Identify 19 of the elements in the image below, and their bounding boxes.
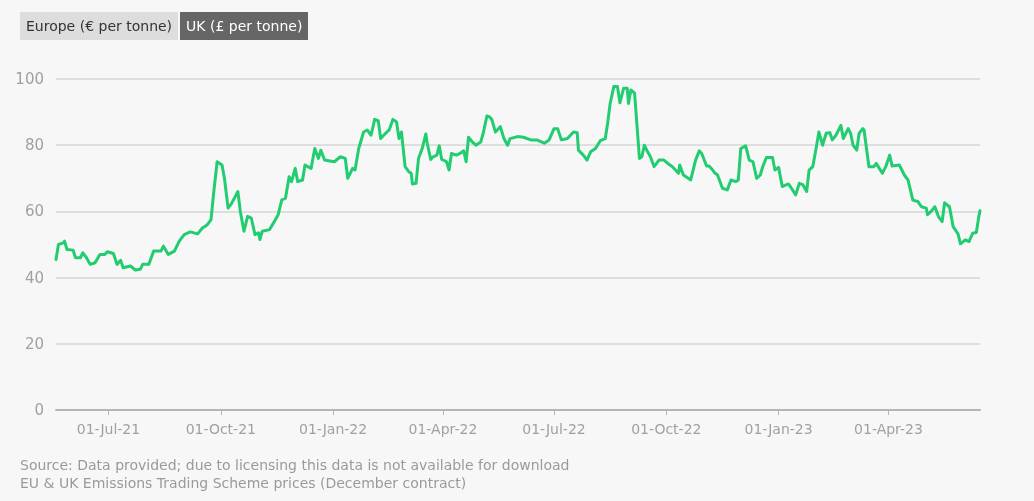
tab-button[interactable]: Europe (€ per tonne) (20, 12, 179, 40)
x-tick-label: 01-Apr-22 (408, 421, 478, 437)
y-tick-label: 40 (24, 268, 44, 287)
line-series (54, 85, 982, 272)
y-tick-label: 100 (15, 70, 44, 88)
x-tick-label: 01-Apr-23 (854, 421, 923, 437)
x-tick-label: 01-Jul-21 (76, 421, 141, 437)
y-tick-label: 60 (24, 202, 44, 221)
x-tick-label: 01-Oct-21 (185, 421, 256, 437)
source-note: Source: Data provided; due to licensing this data is not available for download (20, 456, 570, 474)
y-tick-label: 0 (34, 401, 44, 419)
tab-button[interactable]: UK (£ per tonne) (180, 12, 309, 40)
x-tick-label: 01-Jan-22 (299, 421, 368, 437)
y-tick-label: 80 (24, 136, 44, 155)
x-tick-label: 01-Oct-22 (631, 421, 702, 437)
text: EU & UK Emissions Trading Scheme prices (December contract) (20, 474, 468, 492)
x-tick-label: 01-Jan-23 (744, 421, 813, 437)
y-tick-label: 20 (24, 334, 44, 353)
x-tick-label: 01-Jul-22 (522, 421, 586, 437)
